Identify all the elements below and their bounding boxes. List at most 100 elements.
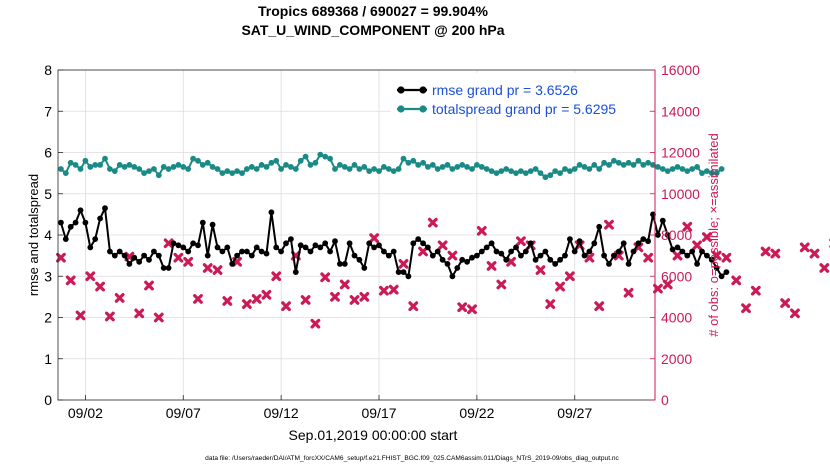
rmse-point bbox=[92, 236, 99, 243]
x-tick-label: 09/07 bbox=[166, 405, 201, 421]
totalspread-point bbox=[175, 162, 182, 168]
x-tick-label: 09/17 bbox=[361, 405, 396, 421]
rmse-point bbox=[180, 244, 187, 251]
obs-marker bbox=[437, 240, 448, 251]
right-tick-label: 0 bbox=[661, 392, 669, 408]
obs-marker bbox=[701, 232, 712, 242]
rmse-point bbox=[307, 248, 314, 255]
rmse-point bbox=[155, 252, 162, 259]
totalspread-point bbox=[111, 168, 118, 175]
legend-box bbox=[391, 73, 649, 117]
rmse-point bbox=[708, 256, 715, 263]
rmse-point bbox=[327, 248, 333, 255]
totalspread-point bbox=[611, 157, 617, 164]
rmse-point bbox=[214, 244, 221, 251]
rmse-point bbox=[263, 250, 270, 257]
rmse-point bbox=[366, 240, 373, 247]
obs-marker bbox=[457, 302, 468, 313]
totalspread-point bbox=[400, 155, 407, 162]
totalspread-point bbox=[532, 166, 539, 172]
obs-marker bbox=[535, 265, 546, 275]
rmse-point bbox=[469, 254, 475, 261]
totalspread-point bbox=[312, 159, 319, 166]
totalspread-point bbox=[371, 166, 377, 172]
totalspread-point bbox=[591, 162, 598, 168]
rmse-point bbox=[425, 244, 431, 251]
totalspread-point bbox=[513, 170, 519, 177]
rmse-point bbox=[376, 242, 382, 249]
rmse-point bbox=[620, 240, 627, 247]
totalspread-point bbox=[278, 166, 284, 172]
totalspread-point bbox=[630, 162, 637, 168]
rmse-point bbox=[77, 207, 84, 214]
totalspread-point bbox=[444, 162, 451, 168]
totalspread-point bbox=[297, 157, 304, 164]
rmse-point bbox=[655, 232, 661, 238]
totalspread-point bbox=[385, 166, 392, 172]
rmse-point bbox=[518, 252, 524, 259]
rmse-point bbox=[346, 240, 353, 247]
rmse-point bbox=[723, 269, 730, 275]
obs-marker bbox=[447, 250, 458, 261]
obs-marker bbox=[271, 271, 282, 282]
totalspread-point bbox=[121, 164, 128, 170]
rmse-point bbox=[58, 219, 64, 226]
obs-marker bbox=[594, 301, 605, 312]
rmse-point bbox=[439, 256, 446, 263]
totalspread-point bbox=[258, 162, 265, 168]
rmse-point bbox=[478, 248, 485, 255]
obs-marker bbox=[212, 265, 223, 275]
rmse-point bbox=[513, 244, 519, 251]
rmse-point bbox=[474, 252, 480, 259]
rmse-point bbox=[175, 242, 182, 249]
rmse-point bbox=[82, 219, 89, 226]
x-axis-ticks: 09/02 09/07 09/12 09/17 09/22 09/27 bbox=[68, 395, 592, 421]
rmse-point bbox=[615, 248, 622, 255]
totalspread-point bbox=[415, 162, 422, 168]
rmse-point bbox=[87, 244, 94, 251]
totalspread-point bbox=[718, 166, 725, 172]
totalspread-point bbox=[429, 162, 436, 168]
rmse-point bbox=[97, 215, 103, 222]
rmse-point bbox=[141, 252, 148, 259]
totalspread-point bbox=[209, 164, 216, 170]
totalspread-point bbox=[508, 168, 514, 175]
right-tick-label: 10000 bbox=[661, 186, 700, 202]
totalspread-point bbox=[136, 166, 143, 172]
rmse-point bbox=[537, 252, 544, 259]
totalspread-point bbox=[669, 166, 676, 172]
obs-marker bbox=[692, 240, 702, 251]
totalspread-point bbox=[674, 164, 681, 170]
totalspread-point bbox=[180, 164, 187, 170]
totalspread-point bbox=[469, 166, 475, 172]
totalspread-point bbox=[351, 162, 358, 168]
left-tick-label: 4 bbox=[44, 227, 52, 243]
totalspread-point bbox=[381, 164, 387, 170]
totalspread-point bbox=[248, 164, 255, 170]
rmse-point bbox=[596, 223, 603, 230]
totalspread-point bbox=[82, 157, 89, 164]
rmse-point bbox=[483, 244, 490, 251]
rmse-point bbox=[434, 248, 441, 255]
legend-marker-totalspread bbox=[419, 105, 427, 113]
totalspread-point bbox=[699, 170, 705, 177]
obs-marker bbox=[427, 217, 438, 228]
totalspread-point bbox=[395, 166, 402, 172]
obs-marker bbox=[241, 299, 252, 309]
rmse-point bbox=[449, 273, 456, 280]
rmse-point bbox=[508, 248, 514, 255]
totalspread-point bbox=[464, 164, 470, 170]
rmse-point bbox=[356, 256, 363, 263]
obs-marker bbox=[476, 225, 487, 236]
rmse-point bbox=[312, 242, 319, 249]
right-tick-label: 12000 bbox=[661, 145, 700, 161]
rmse-point bbox=[410, 240, 417, 247]
totalspread-point bbox=[547, 172, 554, 179]
obs-marker bbox=[153, 312, 164, 323]
totalspread-point bbox=[341, 164, 348, 170]
obs-marker bbox=[65, 275, 76, 286]
rmse-point bbox=[527, 240, 534, 247]
totalspread-point bbox=[317, 151, 324, 158]
obs-marker bbox=[144, 280, 154, 291]
